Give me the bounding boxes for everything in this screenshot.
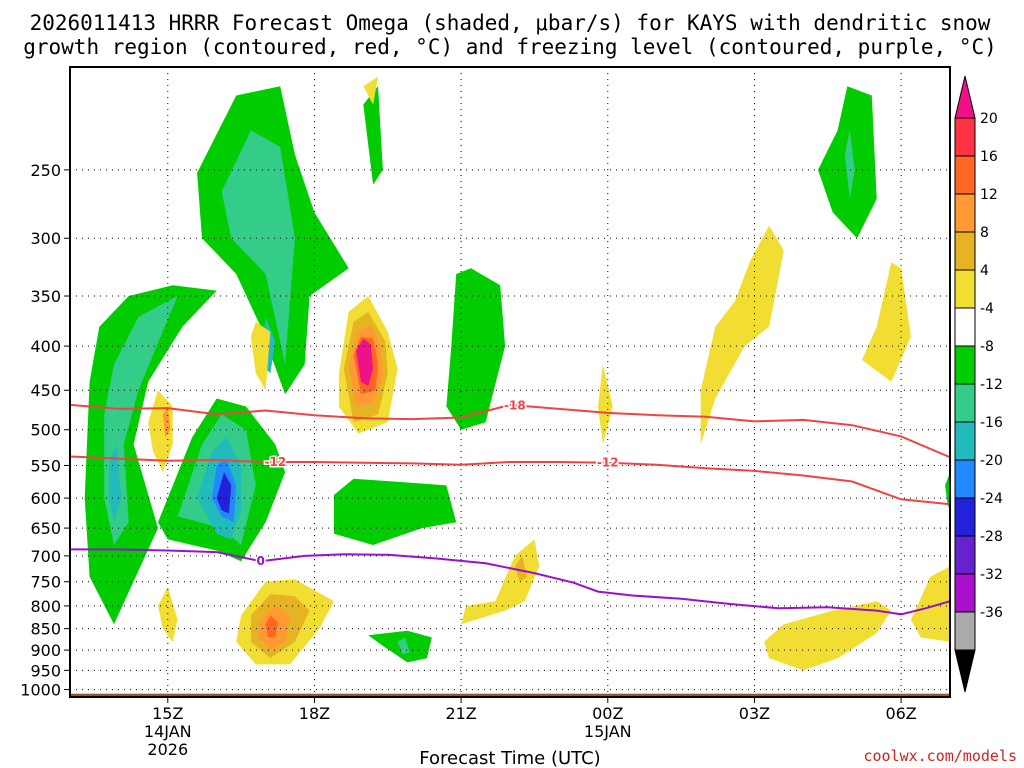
x-tick-label-06Z: 06Z bbox=[885, 704, 916, 723]
colorbar-swatch-8 bbox=[954, 231, 976, 271]
x-tick-label-18Z: 18Z bbox=[299, 704, 330, 723]
y-tick-label-350: 350 bbox=[30, 287, 61, 306]
dgz-bottom-label: -12 bbox=[264, 455, 286, 469]
omega-region-39 bbox=[910, 566, 950, 642]
colorbar-swatch--8 bbox=[954, 345, 976, 385]
omega-region-38 bbox=[764, 601, 892, 671]
y-tick-label-700: 700 bbox=[30, 547, 61, 566]
omega-region-30 bbox=[158, 586, 178, 642]
colorbar-swatch-4 bbox=[954, 269, 976, 309]
colorbar-swatch--32 bbox=[954, 573, 976, 613]
ground-surface bbox=[70, 693, 950, 697]
omega-shading bbox=[84, 76, 950, 671]
colorbar-label--16: -16 bbox=[980, 415, 1003, 431]
y-tick-label-400: 400 bbox=[30, 337, 61, 356]
y-tick-label-950: 950 bbox=[30, 661, 61, 680]
colorbar-label-20: 20 bbox=[980, 111, 998, 127]
omega-region-12 bbox=[446, 268, 506, 430]
x-tick-label-15Z: 15Z bbox=[152, 704, 183, 723]
colorbar-swatch--4 bbox=[954, 307, 976, 347]
y-tick-label-1000: 1000 bbox=[20, 681, 61, 700]
omega-region-10 bbox=[216, 472, 232, 514]
colorbar-label--36: -36 bbox=[980, 605, 1003, 621]
plot-area: -18 -12 -12 0 bbox=[70, 67, 950, 697]
colorbar-swatch--24 bbox=[954, 497, 976, 537]
colorbar-top-arrow bbox=[954, 75, 976, 119]
dgz-bottom-label-2: -12 bbox=[597, 456, 619, 470]
colorbar-label--8: -8 bbox=[980, 339, 994, 355]
colorbar: 20 16 12 8 4 -4 -8 -12 -16 -20 -24 -28 -32 -36 bbox=[954, 75, 1003, 693]
dgz-top-contour bbox=[70, 403, 950, 459]
freezing-level-contour bbox=[70, 548, 950, 616]
site-credit: coolwx.com/models bbox=[863, 747, 1017, 765]
omega-region-5 bbox=[109, 444, 122, 523]
y-tick-label-850: 850 bbox=[30, 620, 61, 639]
colorbar-swatch--20 bbox=[954, 459, 976, 499]
omega-region-31 bbox=[250, 321, 271, 391]
colorbar-swatch-20 bbox=[954, 117, 976, 157]
x-tick-label-21Z: 21Z bbox=[445, 704, 476, 723]
y-tick-label-600: 600 bbox=[30, 489, 61, 508]
omega-region-23 bbox=[356, 338, 374, 386]
omega-region-4 bbox=[104, 296, 178, 545]
colorbar-label--24: -24 bbox=[980, 491, 1003, 507]
dgz-top-label: -18 bbox=[504, 398, 526, 412]
x-tick-label-00Z: 00Z bbox=[592, 704, 623, 723]
dgz-bottom-contour bbox=[70, 455, 950, 506]
colorbar-label--28: -28 bbox=[980, 529, 1003, 545]
omega-region-18 bbox=[945, 472, 950, 511]
colorbar-swatch--16 bbox=[954, 421, 976, 461]
y-tick-label-900: 900 bbox=[30, 641, 61, 660]
omega-region-13 bbox=[363, 86, 383, 185]
chart-title-line2: growth region (contoured, red, °C) and f… bbox=[23, 35, 997, 59]
x-tick-label-03Z: 03Z bbox=[739, 704, 770, 723]
temperature-contours: -18 -12 -12 0 bbox=[70, 397, 950, 616]
omega-region-29 bbox=[265, 615, 278, 638]
x-year-label-15Z: 2026 bbox=[147, 740, 188, 759]
colorbar-label-8: 8 bbox=[980, 225, 989, 241]
colorbar-bottom-arrow bbox=[954, 649, 976, 693]
colorbar-label--12: -12 bbox=[980, 377, 1003, 393]
chart-title-line1: 2026011413 HRRR Forecast Omega (shaded, … bbox=[30, 11, 991, 35]
omega-region-1 bbox=[221, 130, 295, 365]
y-tick-label-650: 650 bbox=[30, 519, 61, 538]
y-tick-label-250: 250 bbox=[30, 161, 61, 180]
x-axis-title: Forecast Time (UTC) bbox=[419, 748, 600, 768]
colorbar-label--4: -4 bbox=[980, 301, 994, 317]
omega-region-32 bbox=[363, 76, 378, 105]
plot-frame bbox=[69, 66, 951, 698]
y-tick-label-450: 450 bbox=[30, 381, 61, 400]
colorbar-label-4: 4 bbox=[980, 263, 989, 279]
omega-region-36 bbox=[700, 225, 784, 445]
y-tick-label-300: 300 bbox=[30, 229, 61, 248]
colorbar-label--20: -20 bbox=[980, 453, 1003, 469]
y-tick-label-550: 550 bbox=[30, 456, 61, 475]
omega-region-37 bbox=[862, 262, 911, 382]
omega-region-25 bbox=[162, 406, 171, 438]
y-tick-label-800: 800 bbox=[30, 597, 61, 616]
colorbar-label-16: 16 bbox=[980, 149, 998, 165]
colorbar-swatch-16 bbox=[954, 155, 976, 195]
colorbar-label-12: 12 bbox=[980, 187, 998, 203]
colorbar-swatch-12 bbox=[954, 193, 976, 233]
omega-region-34 bbox=[514, 555, 528, 582]
x-date-label-15Z: 14JAN bbox=[144, 722, 192, 741]
y-tick-label-750: 750 bbox=[30, 573, 61, 592]
colorbar-swatch--36 bbox=[954, 611, 976, 651]
x-date-label-00Z: 15JAN bbox=[584, 722, 632, 741]
omega-region-17 bbox=[844, 130, 855, 199]
colorbar-swatch--28 bbox=[954, 535, 976, 575]
freezing-level-label: 0 bbox=[256, 554, 264, 568]
colorbar-swatch--12 bbox=[954, 383, 976, 423]
omega-region-35 bbox=[598, 364, 613, 445]
colorbar-label--32: -32 bbox=[980, 567, 1003, 583]
y-axis: 250 300 350 400 450 500 550 600 650 700 750 800 850 9… bbox=[20, 161, 70, 700]
y-tick-label-500: 500 bbox=[30, 421, 61, 440]
